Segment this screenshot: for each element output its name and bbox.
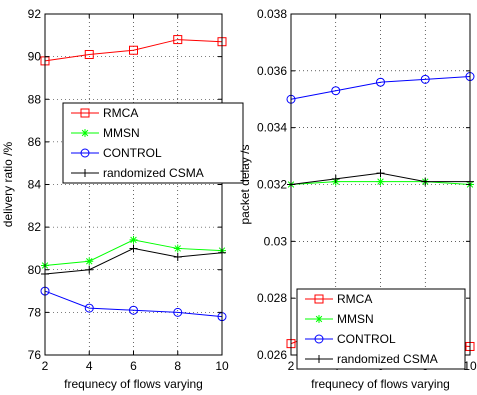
y-tick-label: 0.03 (264, 234, 288, 248)
legend-label-1: MMSN (103, 126, 140, 140)
y-tick-label: 92 (28, 7, 42, 21)
y-tick-label: 0.036 (257, 64, 287, 78)
y-tick-label: 0.026 (257, 348, 287, 362)
y-axis-label: packet delay /s (238, 144, 252, 224)
legend-marker-0 (80, 108, 90, 118)
data-point-2 (376, 77, 385, 87)
data-point-0 (173, 35, 183, 45)
legend-label-0: RMCA (337, 292, 372, 306)
data-point-2 (129, 305, 138, 315)
legend-box (296, 288, 466, 370)
data-point-1 (376, 177, 385, 186)
chart-panel-2: 2468100.0260.0280.030.0320.0340.0360.038… (238, 7, 477, 391)
data-point-1 (173, 244, 182, 253)
y-tick-label: 80 (28, 263, 42, 277)
series-line-2 (290, 76, 471, 100)
data-point-2 (84, 303, 94, 313)
legend: RMCA MMSN CONTROL randomized CSMA (296, 288, 466, 370)
data-point-2 (420, 74, 430, 84)
series-line-0 (44, 39, 223, 62)
legend-marker-1 (81, 129, 89, 137)
y-tick-label: 0.028 (257, 291, 287, 305)
legend-label-2: CONTROL (103, 146, 162, 160)
data-point-0 (129, 45, 138, 55)
y-tick-label: 0.034 (257, 121, 287, 135)
legend-label-2: CONTROL (337, 332, 396, 346)
y-tick-label: 90 (28, 50, 42, 64)
data-point-2 (331, 86, 341, 96)
y-tick-label: 84 (28, 178, 42, 192)
x-tick-label: 4 (86, 359, 93, 373)
legend-marker-0 (314, 294, 324, 304)
data-point-1 (129, 235, 138, 244)
data-point-1 (85, 257, 94, 266)
data-point-2 (173, 307, 183, 317)
x-tick-label: 2 (288, 359, 295, 373)
data-point-3 (173, 252, 182, 261)
y-tick-label: 0.038 (257, 7, 287, 21)
legend-marker-2 (80, 148, 90, 158)
x-tick-label: 8 (174, 359, 181, 373)
chart-panel-1: 2 4 6 8 10 76 78 80 82 84 86 88 90 92 frequnecy of flo… (1, 7, 244, 391)
y-tick-label: 78 (28, 305, 42, 319)
y-tick-label: 76 (28, 348, 42, 362)
legend-label-3: randomized CSMA (103, 166, 204, 180)
data-point-3 (421, 177, 430, 186)
data-point-3 (376, 169, 385, 178)
data-point-0 (84, 49, 94, 59)
legend-marker-3 (315, 355, 323, 363)
series-line-2 (44, 290, 223, 318)
legend-label-1: MMSN (337, 312, 374, 326)
legend-marker-2 (314, 334, 324, 344)
legend-marker-3 (81, 169, 89, 177)
y-tick-label: 82 (28, 220, 42, 234)
y-tick-label: 86 (28, 135, 42, 149)
legend: RMCA MMSN CONTROL randomized CSMA (62, 102, 244, 184)
data-point-3 (129, 244, 138, 253)
y-tick-label: 88 (28, 92, 42, 106)
y-tick-label: 0.032 (257, 178, 287, 192)
legend-box (62, 102, 244, 184)
x-tick-label: 2 (42, 359, 49, 373)
x-tick-label: 10 (463, 359, 477, 373)
legend-marker-1 (315, 315, 323, 323)
data-point-3 (85, 265, 94, 274)
x-tick-label: 6 (130, 359, 137, 373)
y-axis-label: delivery ratio /% (1, 141, 15, 227)
x-axis-label: frequnecy of flows varying (64, 377, 203, 391)
legend-label-0: RMCA (103, 106, 138, 120)
x-tick-label: 10 (215, 359, 229, 373)
legend-label-3: randomized CSMA (337, 352, 438, 366)
data-point-3 (331, 174, 340, 183)
x-axis-label: frequnecy of flows varying (311, 377, 450, 391)
